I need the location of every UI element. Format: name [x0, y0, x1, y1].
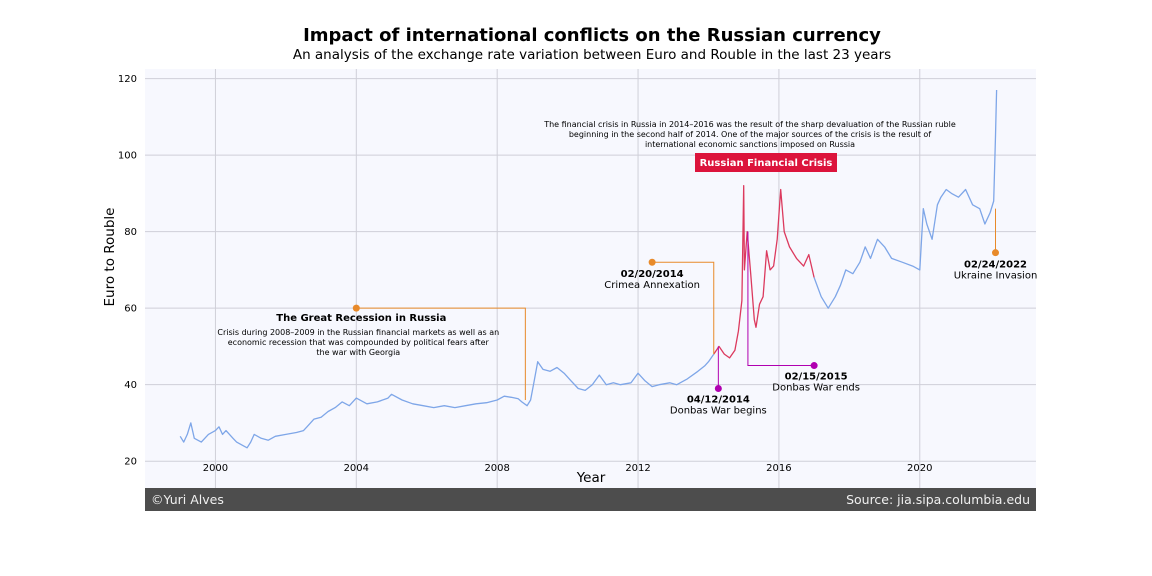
recession-description: economic recession that was compounded b…: [228, 338, 490, 347]
event-date-label: 04/12/2014: [687, 395, 750, 406]
recession-connector: [356, 307, 526, 400]
recession-description: Crisis during 2008–2009 in the Russian f…: [217, 328, 499, 337]
x-tick-label: 2000: [203, 463, 228, 474]
recession-description: the war with Georgia: [316, 348, 400, 357]
crisis-description: international economic sanctions imposed…: [645, 140, 855, 149]
event-name-label: Crimea Annexation: [604, 280, 700, 291]
series-line-before-crisis: [179, 353, 715, 449]
footer-credit: ©Yuri Alves: [151, 492, 224, 507]
crisis-description: The financial crisis in Russia in 2014–2…: [543, 120, 956, 129]
y-tick-label: 100: [118, 151, 137, 162]
footer-bar: ©Yuri Alves Source: jia.sipa.columbia.ed…: [145, 488, 1036, 511]
x-tick-label: 2020: [907, 463, 932, 474]
x-tick-label: 2004: [344, 463, 369, 474]
plot-area: [145, 69, 1036, 488]
event-date-label: 02/15/2015: [785, 372, 848, 383]
crisis-badge: [695, 153, 837, 172]
event-marker: [648, 258, 656, 266]
x-axis-label: Year: [576, 470, 606, 486]
y-tick-label: 120: [118, 74, 137, 85]
series-line-financial-crisis: [713, 185, 815, 359]
event-name-label: Donbas War begins: [670, 406, 767, 417]
y-tick-label: 20: [124, 457, 137, 468]
event-date-label: 02/20/2014: [621, 269, 684, 280]
event-name-label: Donbas War ends: [772, 383, 860, 394]
event-date-label: 02/24/2022: [964, 260, 1027, 271]
x-tick-label: 2008: [484, 463, 509, 474]
y-axis-label: Euro to Rouble: [102, 208, 118, 307]
chart-title: Impact of international conflicts on the…: [303, 25, 881, 46]
y-tick-label: 60: [124, 304, 137, 315]
series-line-after-crisis: [813, 89, 998, 309]
x-tick-label: 2012: [625, 463, 650, 474]
footer-source: Source: jia.sipa.columbia.edu: [846, 492, 1030, 507]
y-tick-label: 40: [124, 380, 137, 391]
event-marker: [810, 362, 818, 370]
event-marker: [714, 385, 722, 393]
recession-title: The Great Recession in Russia: [276, 313, 446, 324]
event-marker: [992, 249, 999, 257]
event-connector: [747, 231, 815, 367]
event-connector: [652, 261, 715, 355]
crisis-badge-label: Russian Financial Crisis: [700, 158, 833, 169]
crisis-description: beginning in the second half of 2014. On…: [569, 130, 931, 139]
x-tick-label: 2016: [766, 463, 791, 474]
chart-subtitle: An analysis of the exchange rate variati…: [292, 47, 892, 63]
recession-marker: [352, 304, 360, 312]
event-name-label: Ukraine Invasion: [954, 271, 1038, 282]
y-tick-label: 80: [124, 227, 137, 238]
